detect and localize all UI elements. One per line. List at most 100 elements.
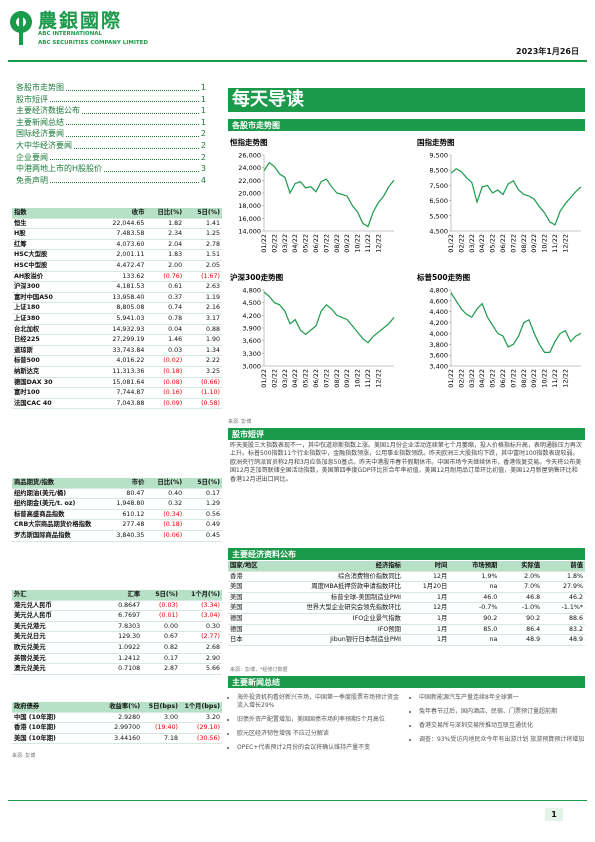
cell: (0.76)	[146, 271, 185, 283]
y-tick-label: 22,000	[238, 177, 261, 185]
x-tick-label: 07/22	[322, 369, 330, 388]
cell: -1.0%	[499, 602, 543, 614]
cell: 综合消费物价指数同比	[267, 571, 403, 583]
cell: 1月20日	[402, 581, 450, 593]
header-cell: 5日(%)	[184, 208, 222, 219]
cell: 4,472.47	[96, 260, 147, 272]
cell: 3.00	[142, 712, 180, 724]
y-tick-label: 3,600	[429, 352, 448, 360]
cell: 0.30	[179, 621, 222, 633]
toc-dots	[104, 163, 199, 172]
cell: 1.83	[146, 249, 185, 261]
cell: 0.17	[184, 488, 222, 500]
x-tick-label: 07/22	[509, 234, 517, 253]
y-tick-label: 9,500	[429, 152, 448, 160]
header-cell: 5日(%)	[184, 478, 222, 489]
header-cell: 1个月(%)	[179, 590, 222, 601]
cell: 46.0	[449, 592, 500, 604]
chart-title: 标普500走势图	[416, 272, 471, 282]
toc-entry: 中港两地上市的H股股价 3	[16, 163, 206, 175]
x-tick-label: 06/22	[499, 369, 507, 388]
row: 标普高盛商品指数 610.12 (0.34) 0.56	[12, 509, 222, 521]
source: 来源: 彭博	[12, 753, 36, 759]
cell: 港元兑人民币	[12, 600, 96, 612]
header-cell: 1个月(bps)	[179, 702, 222, 713]
row: 上证380 5,941.03 0.78 3.17	[12, 313, 222, 325]
cell: 277.48	[96, 519, 147, 531]
row: 富时100 7,744.87 (0.16) (1.10)	[12, 387, 222, 399]
x-tick-label: 11/22	[364, 369, 372, 388]
cell: 中国 (10年期)	[12, 712, 96, 724]
cell: 0.03	[146, 345, 185, 357]
row: 香港 (10年期) 2.99700 (19.40) (29.10)	[12, 722, 222, 734]
cell: (0.09)	[146, 398, 185, 410]
cell: 7,483.58	[96, 228, 147, 240]
toc-page: 1	[200, 117, 206, 127]
row: AH股溢价 133.62 (0.76) (1.67)	[12, 271, 222, 283]
cell: 2.05	[184, 260, 222, 272]
y-tick-label: 3,600	[242, 337, 261, 345]
cell: 2.78	[184, 239, 222, 251]
cell: 7.0%	[499, 581, 543, 593]
header-cell: 商品期货/指数	[12, 478, 96, 489]
logo-en: ABC SECURITIES COMPANY LIMITED	[38, 40, 148, 46]
header-cell: 前值	[542, 561, 585, 572]
cell: 1月	[402, 634, 450, 646]
header-cell: 经济指标	[267, 561, 403, 572]
cell: 12月	[402, 602, 450, 614]
section-bar: 主要经济资料公布	[228, 548, 585, 560]
cell: 3.17	[184, 313, 222, 325]
cell: 香港	[228, 571, 268, 583]
toc-page: 1	[200, 83, 206, 92]
cell: HSC大型股	[12, 249, 96, 261]
section-bar: 股市短评	[228, 428, 585, 440]
news-left: 海外投资机构看好新兴市场，中国第一季度股票市场预计资金流入增长29% 旧债外资产配…	[228, 694, 400, 758]
x-tick-label: 03/22	[281, 369, 289, 388]
cell: 0.17	[142, 653, 180, 665]
x-tick-label: 11/22	[364, 234, 372, 253]
cell: 0.40	[146, 488, 185, 500]
cell: 15,081.64	[96, 377, 147, 389]
cell: 83.2	[542, 624, 585, 636]
commentary-text: 昨天美股三大指数表现不一，其中仅道琼斯指数上涨。美国1月份企业活动连续第七个月萎…	[230, 442, 582, 483]
y-tick-label: 3,400	[429, 363, 448, 371]
x-tick-label: 04/22	[291, 369, 299, 388]
row: H股 7,483.58 2.34 1.25	[12, 228, 222, 240]
cell: 33,743.84	[96, 345, 147, 357]
line-series	[263, 291, 395, 344]
cell: 5,941.03	[96, 313, 147, 325]
cell: 德国DAX 30	[12, 377, 96, 389]
cell: 46.2	[542, 592, 585, 604]
x-tick-label: 02/22	[457, 234, 465, 253]
cell: H股	[12, 228, 96, 240]
row: 澳元兑美元 0.7108 2.87 5.66	[12, 663, 222, 675]
cell: 0.8647	[96, 600, 143, 612]
header-cell: 市价	[96, 478, 147, 489]
cell: 3.20	[179, 712, 222, 724]
cell: -0.7%	[449, 602, 500, 614]
x-tick-label: 05/22	[489, 234, 497, 253]
chart-title: 恒指走势图	[230, 137, 268, 147]
cell: 1.41	[184, 218, 222, 230]
section-bar: 各股市走势图	[228, 119, 585, 131]
commodity-table-wrap: 商品期货/指数 市价 日比(%) 5日(%) 纽约期油(美元/桶) 80.47 0.40 0.…	[12, 478, 222, 542]
y-tick-label: 7,500	[429, 182, 448, 190]
cell: 美国	[228, 602, 268, 614]
cell: 1.51	[184, 249, 222, 261]
toc-dots	[82, 105, 199, 114]
cell: 欧元兑美元	[12, 642, 96, 654]
y-tick-label: 26,000	[238, 152, 261, 160]
cell: 美国	[228, 592, 268, 604]
cell: 标普500	[12, 355, 96, 367]
cell: AH股溢价	[12, 271, 96, 283]
y-tick-label: 6,500	[429, 197, 448, 205]
x-tick-label: 09/22	[343, 234, 351, 253]
cell: 27,299.19	[96, 334, 147, 346]
y-tick-label: 4,600	[429, 297, 448, 305]
row: 美国 世界大型企业研究会领先指数环比 12月 -0.7% -1.0% -1.1%*	[228, 602, 585, 614]
cell: 2,001.11	[96, 249, 147, 261]
logo-emblem	[10, 11, 32, 45]
cell: (0.01)	[142, 610, 180, 622]
cell: 标普高盛商品指数	[12, 509, 96, 521]
